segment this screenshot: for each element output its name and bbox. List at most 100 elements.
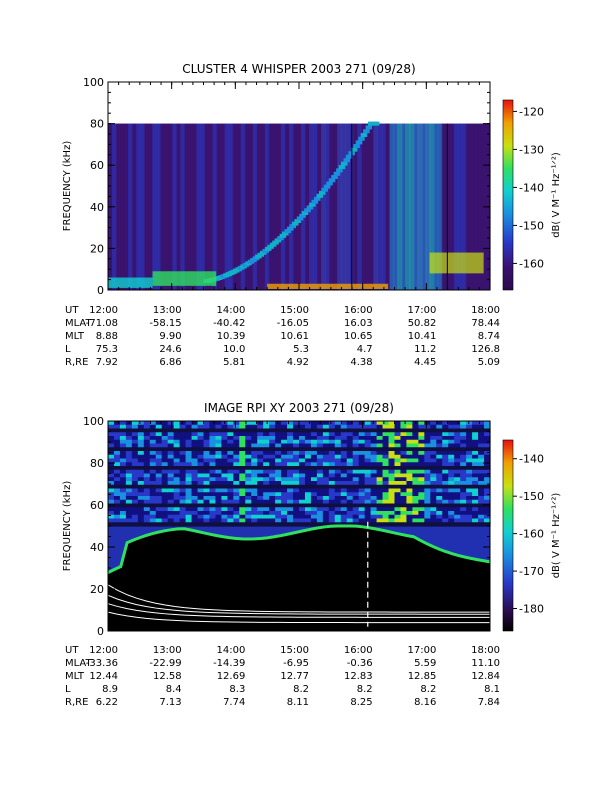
spectrogram-cell bbox=[287, 462, 294, 467]
spectrogram-cell bbox=[472, 439, 479, 445]
spectrogram-cell bbox=[376, 514, 384, 520]
spectrogram-cell bbox=[460, 477, 467, 482]
ephemeris-value: 10.39 bbox=[217, 331, 246, 342]
spectrogram-cell bbox=[472, 511, 479, 516]
spectrogram-cell bbox=[137, 439, 145, 445]
spectrogram-cell bbox=[466, 477, 473, 482]
spectrogram-cell bbox=[227, 436, 234, 441]
spectrogram-cell bbox=[418, 466, 425, 471]
spectrogram-cell bbox=[251, 492, 258, 497]
spectrogram-cell bbox=[263, 514, 270, 520]
spectrogram-cell bbox=[364, 436, 372, 441]
spectrogram-cell bbox=[340, 484, 348, 490]
spectrogram-cell bbox=[310, 507, 318, 512]
spectrogram-cell bbox=[191, 511, 199, 516]
spectrogram-cell bbox=[281, 469, 288, 475]
ephemeris-value: 12:00 bbox=[89, 645, 118, 656]
spectrogram-cell bbox=[239, 469, 246, 475]
spectrogram-cell bbox=[161, 522, 169, 527]
spectrogram-cell bbox=[466, 443, 473, 448]
spectrogram-cell bbox=[454, 496, 461, 501]
spectrogram-cell bbox=[484, 484, 491, 490]
spectrogram-cell bbox=[388, 439, 396, 445]
spectrogram-cell bbox=[328, 507, 336, 512]
spectrogram-cell bbox=[406, 514, 414, 520]
spectrogram-cell bbox=[108, 462, 115, 467]
ephemeris-value: 14:00 bbox=[217, 645, 246, 656]
spectrogram-cell bbox=[418, 443, 425, 448]
spectrogram-cell bbox=[209, 503, 217, 508]
spectrogram-cell bbox=[215, 496, 223, 501]
spectrogram-cell bbox=[460, 503, 467, 508]
spectrogram-column bbox=[280, 123, 286, 290]
spectrogram-cell bbox=[179, 477, 187, 482]
spectrogram-cell bbox=[161, 443, 169, 448]
spectrogram-cell bbox=[125, 424, 133, 430]
spectrogram-cell bbox=[424, 421, 431, 426]
spectrogram-cell bbox=[137, 496, 145, 501]
spectrogram-cell bbox=[215, 503, 223, 508]
spectrogram-cell bbox=[251, 432, 258, 437]
spectrogram-cell bbox=[173, 484, 181, 490]
spectrogram-cell bbox=[108, 492, 115, 497]
spectrogram-cell bbox=[460, 484, 467, 490]
spectrogram-cell bbox=[340, 511, 348, 516]
spectrogram-cell bbox=[472, 432, 479, 437]
spectrogram-cell bbox=[191, 447, 199, 452]
emission-band bbox=[365, 125, 373, 130]
spectrogram-cell bbox=[424, 488, 431, 493]
spectrogram-cell bbox=[125, 473, 133, 478]
spectrogram-cell bbox=[442, 454, 449, 460]
spectrogram-cell bbox=[161, 439, 169, 445]
spectrogram-cell bbox=[304, 499, 312, 505]
spectrogram-cell bbox=[275, 428, 282, 433]
ephemeris-value: -6.95 bbox=[283, 658, 309, 669]
spectrogram-cell bbox=[149, 469, 157, 475]
spectrogram-cell bbox=[370, 511, 378, 516]
spectrogram-cell bbox=[394, 428, 402, 433]
spectrogram-cell bbox=[484, 514, 491, 520]
spectrogram-cell bbox=[251, 511, 258, 516]
spectrogram-cell bbox=[424, 484, 431, 490]
spectrogram-cell bbox=[466, 514, 473, 520]
spectrogram-cell bbox=[412, 507, 419, 512]
spectrogram-column bbox=[204, 123, 210, 290]
spectrogram-cell bbox=[316, 503, 324, 508]
spectrogram-cell bbox=[221, 514, 228, 520]
spectrogram-cell bbox=[137, 488, 145, 493]
spectrogram-cell bbox=[472, 428, 479, 433]
ephemeris-value: -71.08 bbox=[86, 318, 118, 329]
spectrogram-cell bbox=[352, 432, 360, 437]
spectrogram-cell bbox=[209, 428, 217, 433]
spectrogram-cell bbox=[310, 443, 318, 448]
spectrogram-cell bbox=[472, 462, 479, 467]
spectrogram-cell bbox=[185, 454, 193, 460]
spectrogram-cell bbox=[263, 458, 270, 463]
spectrogram-cell bbox=[478, 514, 485, 520]
ephemeris-value: 12.77 bbox=[280, 671, 309, 682]
spectrogram-column bbox=[313, 123, 318, 290]
spectrogram-cell bbox=[406, 458, 414, 463]
spectrogram-cell bbox=[400, 484, 408, 490]
y-tick-label: 40 bbox=[90, 541, 104, 554]
spectrogram-cell bbox=[179, 462, 187, 467]
spectrogram-cell bbox=[137, 428, 145, 433]
spectrogram-cell bbox=[269, 454, 276, 460]
spectrogram-cell bbox=[131, 458, 139, 463]
spectrogram-cell bbox=[376, 428, 384, 433]
spectrogram-cell bbox=[299, 507, 306, 512]
spectrogram-cell bbox=[239, 447, 246, 452]
spectrogram-cell bbox=[155, 481, 163, 486]
spectrogram-cell bbox=[364, 458, 372, 463]
spectrogram-cell bbox=[275, 439, 282, 445]
spectrogram-cell bbox=[376, 518, 384, 523]
spectrogram-cell bbox=[340, 477, 348, 482]
spectrogram-cell bbox=[484, 522, 491, 527]
spectrogram-column bbox=[236, 123, 242, 290]
spectrogram-cell bbox=[233, 432, 240, 437]
spectrogram-cell bbox=[358, 443, 366, 448]
spectrogram-cell bbox=[382, 443, 390, 448]
spectrogram-cell bbox=[304, 514, 312, 520]
spectrogram-cell bbox=[346, 436, 354, 441]
spectrogram-cell bbox=[472, 503, 479, 508]
